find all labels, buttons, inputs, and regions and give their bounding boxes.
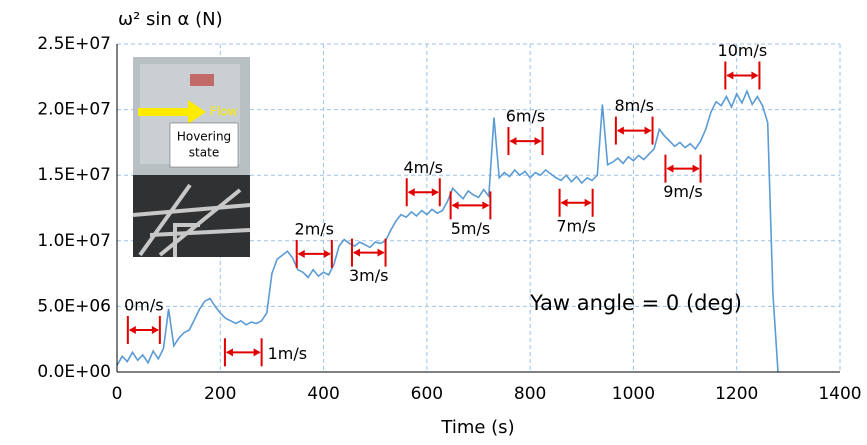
- x-tick-label: 800: [514, 384, 546, 404]
- y-tick-label: 1.0E+07: [37, 231, 111, 251]
- interval-label: 9m/s: [663, 182, 703, 201]
- interval-label: 6m/s: [506, 107, 546, 126]
- x-tick-label: 1400: [818, 384, 861, 404]
- y-tick-label: 5.0E+06: [37, 296, 111, 316]
- inset-photo: Flow Hovering state: [133, 57, 250, 257]
- interval-label: 4m/s: [403, 158, 443, 177]
- y-tick-label: 0.0E+00: [37, 362, 111, 382]
- interval-label: 1m/s: [268, 344, 308, 363]
- x-axis-label: Time (s): [440, 417, 514, 438]
- interval-label: 2m/s: [295, 219, 335, 238]
- y-axis-label: ω² sin α (N): [118, 9, 223, 30]
- inset-arrow-label: Flow: [210, 105, 238, 119]
- y-tick-label: 1.5E+07: [37, 165, 111, 185]
- interval-label: 8m/s: [614, 96, 654, 115]
- interval-label: 10m/s: [718, 41, 768, 60]
- x-tick-label: 600: [411, 384, 443, 404]
- x-tick-label: 0: [112, 384, 123, 404]
- chart: Flow Hovering state ω² sin α (N) Time (s…: [0, 0, 867, 445]
- interval-label: 5m/s: [451, 219, 491, 238]
- x-tick-label: 1200: [715, 384, 758, 404]
- interval-label: 7m/s: [556, 216, 596, 235]
- interval-label: 0m/s: [124, 296, 164, 315]
- interval-label: 3m/s: [349, 266, 389, 285]
- inset-box-label: state: [189, 146, 219, 160]
- x-tick-label: 400: [307, 384, 339, 404]
- y-tick-label: 2.5E+07: [37, 34, 111, 54]
- x-tick-label: 1000: [612, 384, 655, 404]
- inset-box-label: Hovering: [177, 130, 231, 144]
- y-tick-label: 2.0E+07: [37, 100, 111, 120]
- x-tick-label: 200: [204, 384, 236, 404]
- annotation: Yaw angle = 0 (deg): [529, 291, 742, 315]
